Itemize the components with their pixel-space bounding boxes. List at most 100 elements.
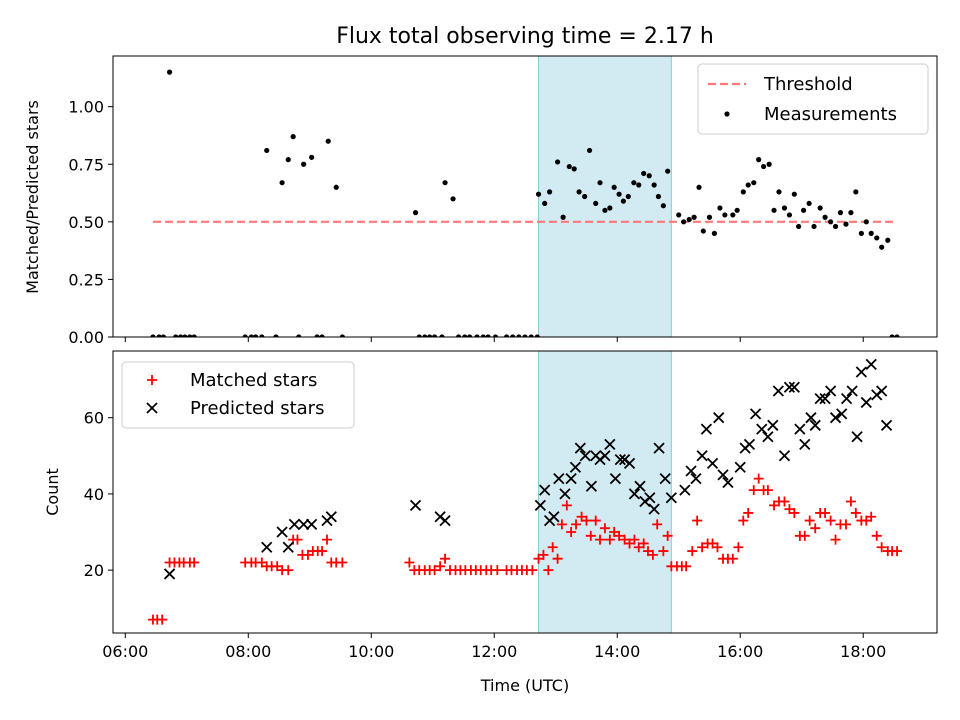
measurement-point	[766, 161, 772, 167]
predicted-star-point	[783, 381, 796, 393]
matched-star-point	[527, 565, 538, 576]
predicted-star-point	[288, 518, 301, 531]
measurement-point	[863, 219, 869, 225]
predicted-star-point	[644, 492, 656, 504]
predicted-star-point	[860, 396, 872, 409]
measurement-point	[166, 69, 173, 75]
matched-star-point	[590, 515, 601, 526]
predicted-star-point	[778, 450, 791, 462]
predicted-star-point	[579, 450, 591, 462]
matched-star-point	[440, 553, 451, 564]
matched-star-point	[581, 515, 592, 526]
matched-star-point	[712, 542, 723, 553]
matched-star-point	[429, 565, 440, 576]
predicted-star-point	[799, 438, 811, 451]
matched-star-point	[292, 534, 303, 545]
measurement-point	[894, 334, 900, 337]
measurement-point	[776, 189, 782, 195]
measurement-point	[660, 203, 666, 209]
measurement-point	[646, 173, 652, 179]
predicted-star-point	[282, 541, 294, 553]
predicted-star-point	[851, 431, 863, 443]
matched-star-point	[743, 507, 754, 518]
legend-measurement-swatch	[724, 111, 730, 117]
measurement-point	[756, 157, 762, 163]
matched-star-point	[404, 557, 415, 568]
x-axis-label: Time (UTC)	[480, 676, 569, 695]
measurement-point	[806, 200, 812, 207]
measurement-point	[191, 334, 197, 337]
measurement-point	[868, 230, 874, 236]
predicted-star-point	[690, 473, 702, 485]
legend-box	[697, 63, 929, 135]
measurement-point	[811, 223, 817, 230]
measurement-point	[259, 334, 265, 337]
x-tick-label: 08:00	[225, 642, 271, 661]
predicted-star-point	[762, 431, 774, 443]
predicted-star-point	[756, 423, 768, 435]
measurement-point	[651, 182, 657, 188]
measurement-point	[874, 235, 880, 241]
predicted-star-point	[772, 385, 784, 397]
measurement-point	[586, 147, 593, 154]
top-panel: Flux total observing time = 2.17 h 0.000…	[23, 24, 938, 347]
matched-star-point	[566, 527, 577, 538]
predicted-star-point	[809, 419, 821, 431]
matched-star-point	[604, 534, 615, 545]
plot-frame	[112, 350, 938, 634]
measurement-point	[602, 207, 608, 213]
predicted-star-point	[717, 469, 729, 481]
matched-star-point	[538, 549, 549, 560]
matched-star-point	[845, 496, 856, 507]
measurement-point	[722, 212, 728, 218]
matched-star-point	[492, 565, 503, 576]
x-tick-label: 14:00	[594, 642, 640, 661]
measurement-point	[480, 334, 486, 337]
matched-star-point	[189, 557, 200, 568]
legend: Matched stars Predicted stars	[121, 361, 355, 429]
measurement-point	[467, 334, 473, 337]
predicted-star-point	[722, 476, 734, 489]
measurement-point	[182, 334, 188, 337]
y-tick-label: 0.50	[68, 213, 104, 232]
measurement-point	[800, 207, 807, 213]
measurement-point	[817, 205, 823, 211]
predicted-star-point	[679, 484, 691, 496]
measurement-point	[681, 219, 687, 225]
matched-star-point	[157, 614, 168, 625]
measurement-point	[665, 168, 671, 174]
matched-star-point	[681, 561, 692, 572]
y-tick-label: 0.75	[68, 155, 104, 174]
measurement-point	[528, 334, 534, 337]
measurement-point	[781, 205, 788, 211]
measurement-point	[301, 161, 307, 167]
measurement-point	[576, 189, 582, 195]
y-tick-label: 0.00	[68, 328, 104, 347]
predicted-star-point	[163, 568, 176, 580]
matched-star-point	[614, 530, 625, 541]
measurement-point	[416, 334, 422, 337]
predicted-star-point	[876, 385, 888, 397]
matched-star-point	[738, 515, 749, 526]
measurement-point	[566, 163, 572, 170]
predicted-star-point	[880, 419, 893, 431]
predicted-star-point	[297, 518, 310, 531]
measurement-point	[700, 228, 706, 234]
measurement-point	[828, 219, 834, 225]
measurement-point	[889, 334, 895, 337]
matched-star-point	[556, 519, 567, 530]
measurement-point	[534, 334, 540, 337]
matched-star-point	[762, 485, 773, 496]
predicted-star-point	[865, 358, 877, 370]
x-tick-label: 16:00	[717, 642, 763, 661]
x-tick-label: 12:00	[471, 642, 517, 661]
measurement-point	[771, 207, 777, 213]
plot-frame	[112, 55, 938, 338]
predicted-star-point	[628, 488, 641, 500]
predicted-star-point	[713, 412, 725, 424]
predicted-star-point	[565, 473, 577, 485]
measurement-point	[636, 182, 642, 188]
measurement-point	[339, 334, 345, 337]
y-tick-label: 60	[84, 409, 104, 428]
predicted-star-point	[665, 492, 677, 504]
